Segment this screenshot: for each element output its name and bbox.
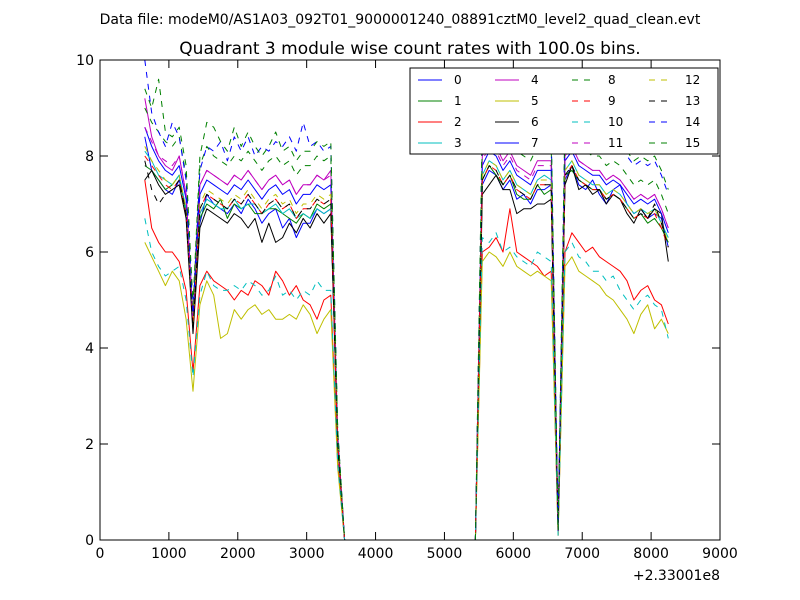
legend-label-11: 11: [608, 136, 623, 150]
y-tick-label: 10: [76, 53, 94, 69]
legend-box: [409, 67, 719, 155]
x-tick-label: 2000: [220, 546, 256, 562]
suptitle: Data file: modeM0/AS1A03_092T01_90000012…: [100, 12, 701, 28]
legend-label-0: 0: [454, 73, 462, 87]
axes-frame: [99, 59, 721, 541]
legend-label-1: 1: [454, 94, 462, 108]
legend-label-10: 10: [608, 115, 623, 129]
legend-label-3: 3: [454, 136, 462, 150]
legend-label-12: 12: [685, 73, 700, 87]
legend-label-2: 2: [454, 115, 462, 129]
tick-layer: 0 1000 2000 3000 4000 5000 6000 7000 8000 9000 0 2 4…: [76, 53, 738, 562]
legend-label-7: 7: [531, 136, 539, 150]
legend-label-9: 9: [608, 94, 616, 108]
x-tick-label: 7000: [564, 546, 600, 562]
y-tick-label: 4: [85, 341, 94, 357]
x-tick-label: 9000: [702, 546, 738, 562]
x-tick-label: 3000: [289, 546, 325, 562]
x-offset-label: +2.33001e8: [633, 568, 720, 584]
y-tick-label: 0: [85, 533, 94, 549]
x-tick-label: 0: [96, 546, 105, 562]
x-tick-label: 6000: [496, 546, 532, 562]
legend-label-15: 15: [685, 136, 700, 150]
y-tick-label: 2: [85, 437, 94, 453]
x-tick-label: 1000: [151, 546, 187, 562]
legend-label-4: 4: [531, 73, 539, 87]
y-tick-label: 6: [85, 245, 94, 261]
x-tick-label: 4000: [358, 546, 394, 562]
legend-label-14: 14: [685, 115, 700, 129]
legend-label-8: 8: [608, 73, 616, 87]
x-tick-label: 8000: [633, 546, 669, 562]
chart-title: Quadrant 3 module wise count rates with …: [179, 39, 640, 59]
x-tick-label: 5000: [427, 546, 463, 562]
legend-label-6: 6: [531, 115, 539, 129]
y-tick-label: 8: [85, 149, 94, 165]
legend-label-13: 13: [685, 94, 700, 108]
legend-label-5: 5: [531, 94, 539, 108]
